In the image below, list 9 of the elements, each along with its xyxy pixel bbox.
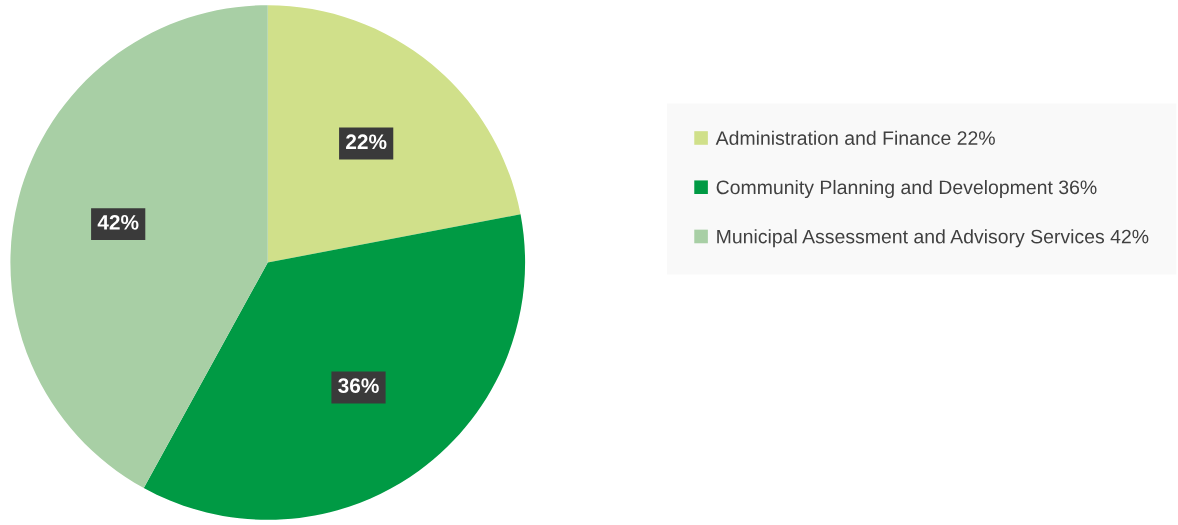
data-label: 22%	[346, 134, 387, 150]
data-label: 42%	[97, 214, 139, 230]
legend-label: Administration and Finance 22%	[715, 130, 995, 145]
data-label: 36%	[338, 378, 379, 394]
pie-slice	[267, 5, 521, 263]
legend-label: Community Planning and Development 36%	[716, 179, 1097, 199]
pie-slice	[10, 5, 268, 489]
pie-slice	[143, 214, 526, 520]
legend-label: Municipal Assessment and Advisory Services 42%	[717, 229, 1149, 248]
